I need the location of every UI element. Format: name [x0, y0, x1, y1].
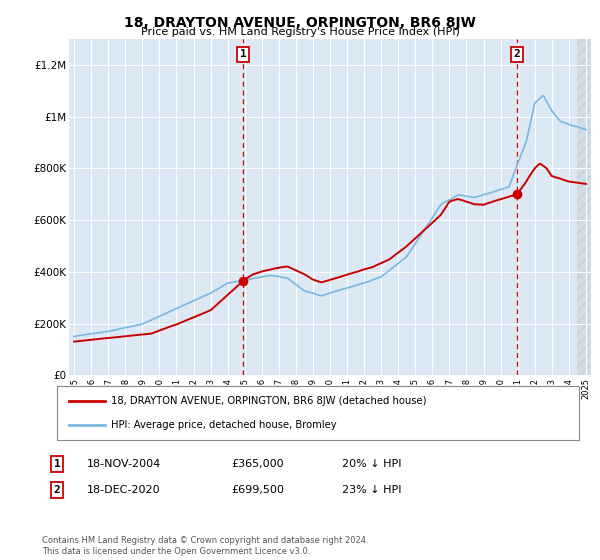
Text: £699,500: £699,500 — [231, 485, 284, 495]
Text: 18-DEC-2020: 18-DEC-2020 — [87, 485, 161, 495]
Text: 20% ↓ HPI: 20% ↓ HPI — [342, 459, 401, 469]
Text: 1: 1 — [53, 459, 61, 469]
Text: £365,000: £365,000 — [231, 459, 284, 469]
Text: 23% ↓ HPI: 23% ↓ HPI — [342, 485, 401, 495]
Text: 2: 2 — [514, 49, 520, 59]
Text: 18-NOV-2004: 18-NOV-2004 — [87, 459, 161, 469]
Text: 1: 1 — [240, 49, 247, 59]
Text: 2: 2 — [53, 485, 61, 495]
Text: Price paid vs. HM Land Registry's House Price Index (HPI): Price paid vs. HM Land Registry's House … — [140, 27, 460, 37]
Text: Contains HM Land Registry data © Crown copyright and database right 2024.
This d: Contains HM Land Registry data © Crown c… — [42, 536, 368, 556]
Text: 18, DRAYTON AVENUE, ORPINGTON, BR6 8JW: 18, DRAYTON AVENUE, ORPINGTON, BR6 8JW — [124, 16, 476, 30]
Text: HPI: Average price, detached house, Bromley: HPI: Average price, detached house, Brom… — [111, 419, 337, 430]
Text: 18, DRAYTON AVENUE, ORPINGTON, BR6 8JW (detached house): 18, DRAYTON AVENUE, ORPINGTON, BR6 8JW (… — [111, 396, 427, 407]
